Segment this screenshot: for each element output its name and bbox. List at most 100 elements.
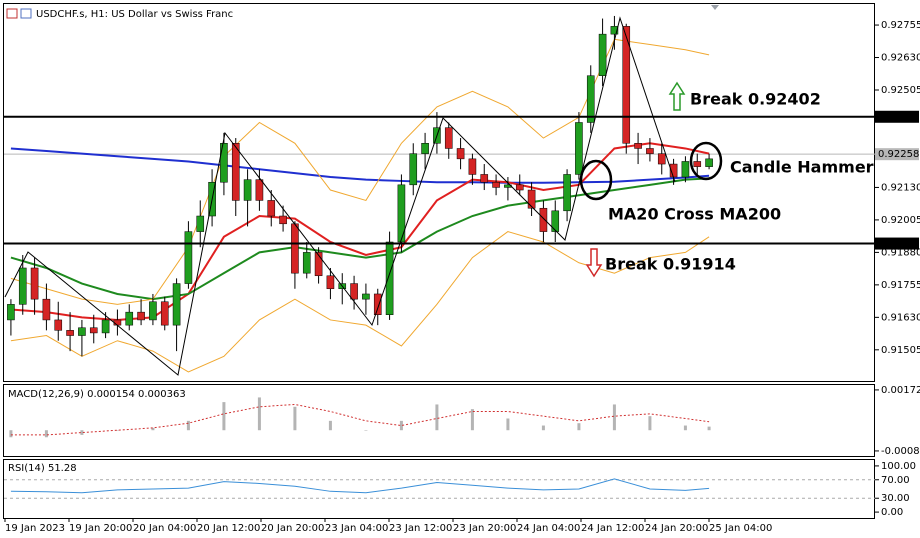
up-arrow [668, 81, 686, 111]
candle-body [101, 319, 110, 334]
x-tick-label: 19 Jan 2023 [5, 523, 65, 534]
y-tick-label: 0.001720 [881, 385, 920, 396]
rsi-label: RSI(14) 51.28 [8, 463, 77, 474]
price-label-box [875, 148, 919, 161]
macd-label: MACD(12,26,9) 0.000154 0.000363 [8, 389, 186, 400]
candle-body [196, 215, 205, 232]
level-label-box [875, 237, 919, 250]
x-tick-label: 24 Jan 20:00 [645, 523, 708, 534]
x-tick-label: 20 Jan 20:00 [261, 523, 324, 534]
macd-bar [115, 430, 119, 431]
down-arrow [585, 248, 603, 278]
x-tick-label: 20 Jan 12:00 [197, 523, 260, 534]
y-tick-label: 0.91630 [881, 312, 920, 323]
macd-bar [293, 406, 297, 431]
candle-body [539, 207, 548, 232]
x-tick-label: 23 Jan 20:00 [453, 523, 516, 534]
candle-body [456, 148, 465, 160]
x-tick-label: 25 Jan 04:00 [709, 523, 772, 534]
title-icons [6, 8, 32, 19]
indicator-line [10, 231, 710, 373]
candle-body [362, 293, 370, 300]
macd-bar [648, 416, 652, 431]
candle-body [492, 181, 500, 188]
candle-body [693, 161, 702, 167]
x-tick-label: 20 Jan 04:00 [133, 523, 196, 534]
macd-bar [577, 423, 581, 431]
plot-area [4, 15, 875, 373]
macd-bar [399, 420, 403, 431]
candle-body [30, 267, 39, 300]
candle-body [646, 148, 654, 154]
y-tick-label: 0.91505 [881, 345, 920, 356]
macd-bar [44, 430, 48, 438]
candle-body [397, 184, 406, 243]
y-tick-label: 0.92130 [881, 182, 920, 193]
candle-body [350, 283, 358, 300]
candle-body [705, 158, 713, 167]
rsi-panel [3, 459, 875, 519]
zigzag [4, 16, 676, 376]
candle-body [220, 143, 228, 183]
candle-body [314, 252, 323, 277]
indicator-line [10, 147, 710, 184]
candle-body [326, 275, 335, 290]
candle-body [243, 179, 252, 201]
macd-bar [435, 404, 439, 431]
candle-body [160, 301, 169, 326]
rsi-line [10, 478, 710, 494]
candle-body [267, 200, 276, 217]
candle-body [78, 327, 86, 336]
x-tick-label: 23 Jan 12:00 [389, 523, 452, 534]
x-tick-label: 24 Jan 04:00 [517, 523, 580, 534]
level-label: 0.91914 [878, 239, 919, 250]
main-panel [3, 3, 875, 382]
x-tick-label: 24 Jan 12:00 [581, 523, 644, 534]
chart-title: USDCHF.s, H1: US Dollar vs Swiss Franc [36, 9, 233, 20]
candle-body [279, 215, 287, 225]
candle-body [610, 26, 619, 35]
shift-marker [711, 5, 719, 10]
candle-body [634, 143, 642, 149]
candle-body [409, 153, 418, 186]
y-tick-label: 0.00 [881, 507, 903, 518]
level-label-box [875, 110, 919, 123]
annotation: Break 0.92402 [690, 90, 821, 109]
hammer-circle [689, 141, 723, 181]
candle-body [149, 301, 157, 321]
candle-body [480, 174, 489, 183]
annotation: MA20 Cross MA200 [608, 205, 781, 224]
indicator-line [10, 177, 710, 301]
candle-body [54, 319, 63, 331]
candle-body [586, 75, 595, 123]
candle-body [444, 127, 453, 149]
candle-body [255, 179, 264, 201]
y-tick-label: 0.92505 [881, 85, 920, 96]
candle-body [527, 189, 536, 209]
candle-body [551, 210, 560, 232]
candle-body [302, 252, 311, 274]
candle-body [515, 184, 524, 191]
candle-body [125, 311, 134, 326]
candle-body [18, 267, 27, 305]
candle-body [66, 330, 74, 336]
macd-bar [80, 430, 84, 435]
level-label: 0.92402 [878, 112, 919, 123]
macd-bar [222, 402, 226, 431]
y-tick-label: 70.00 [881, 475, 910, 486]
macd-bar [151, 427, 155, 431]
cross-circle [579, 159, 613, 201]
candle-body [231, 143, 240, 201]
macd-bar [707, 426, 711, 431]
macd-bar [328, 420, 332, 431]
macd-panel [3, 384, 875, 457]
candle-body [113, 319, 122, 326]
price-label: 0.92258 [878, 149, 919, 160]
y-tick-label: 0.92630 [881, 53, 920, 64]
macd-bar [612, 404, 616, 431]
annotation: Break 0.91914 [605, 255, 736, 274]
candle-body [42, 298, 51, 321]
x-tick-label: 23 Jan 04:00 [325, 523, 388, 534]
